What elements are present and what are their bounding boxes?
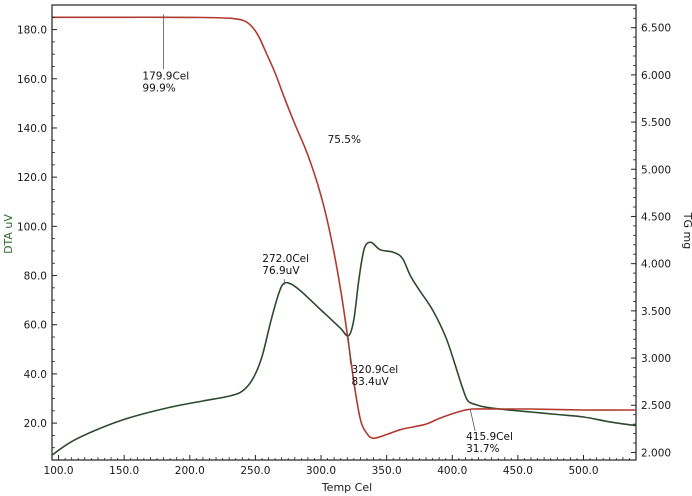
y-left-tick-label: 160.0: [17, 74, 47, 86]
x-tick-label: 450.0: [503, 465, 533, 477]
x-tick-label: 100.0: [44, 465, 74, 477]
x-tick-label: 150.0: [109, 465, 139, 477]
end-annotation-label: 31.7%: [466, 443, 499, 455]
y-left-tick-label: 180.0: [17, 25, 47, 37]
valley-annotation-label: 83.4uV: [351, 376, 389, 388]
x-tick-label: 250.0: [240, 465, 270, 477]
y-right-tick-label: 5.000: [641, 164, 671, 176]
y-right-tick-label: 4.000: [641, 259, 671, 271]
y-right-tick-label: 2.000: [641, 447, 671, 459]
y-axis-left-title: DTA uV: [2, 214, 15, 254]
peak-annotation-label: 76.9uV: [262, 265, 300, 277]
y-left-tick-label: 140.0: [17, 123, 47, 135]
onset-annotation-label: 99.9%: [142, 82, 175, 94]
end-annotation-label: 415.9Cel: [466, 431, 513, 443]
x-axis-title: Temp Cel: [321, 481, 372, 494]
x-tick-label: 350.0: [372, 465, 402, 477]
y-right-tick-label: 3.000: [641, 353, 671, 365]
y-axis-right-title: TG mg: [681, 212, 692, 249]
x-tick-label: 300.0: [306, 465, 336, 477]
y-left-tick-label: 120.0: [17, 172, 47, 184]
x-tick-label: 400.0: [437, 465, 467, 477]
valley-marker-line: [348, 337, 351, 364]
end-marker-line: [469, 408, 476, 432]
y-right-tick-label: 6.000: [641, 70, 671, 82]
y-right-tick-label: 5.500: [641, 117, 671, 129]
y-left-tick-label: 80.0: [24, 271, 47, 283]
y-right-tick-label: 3.500: [641, 306, 671, 318]
plot-frame: [51, 4, 637, 461]
mass-loss-annotation-label: 75.5%: [328, 134, 361, 146]
y-right-tick-label: 2.500: [641, 400, 671, 412]
x-tick-label: 500.0: [568, 465, 598, 477]
valley-annotation-label: 320.9Cel: [351, 364, 398, 376]
x-tick-label: 200.0: [175, 465, 205, 477]
dta-curve: [51, 241, 637, 456]
onset-annotation-label: 179.9Cel: [142, 70, 189, 82]
y-left-tick-label: 40.0: [24, 369, 47, 381]
y-left-tick-label: 20.0: [24, 418, 47, 430]
plot-area: [51, 4, 637, 461]
axes-layer: 100.0 150.0 200.0 250.0 300.0 350.0 400.0 450.0…: [17, 4, 671, 477]
y-left-tick-label: 60.0: [24, 320, 47, 332]
peak-annotation-label: 272.0Cel: [262, 253, 309, 265]
y-right-tick-label: 4.500: [641, 211, 671, 223]
series-layer: [51, 16, 637, 456]
y-right-tick-label: 6.500: [641, 23, 671, 35]
y-left-tick-label: 100.0: [17, 221, 47, 233]
tg-curve: [52, 16, 637, 440]
